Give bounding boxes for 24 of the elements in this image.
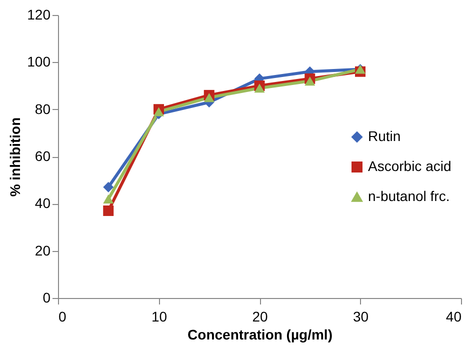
y-tick-label: 0 xyxy=(42,290,51,306)
point xyxy=(204,93,214,102)
point xyxy=(304,76,316,86)
legend-label: Ascorbic acid xyxy=(368,158,452,174)
x-tick-label: 10 xyxy=(151,308,168,324)
x-tick-label: 30 xyxy=(352,308,369,324)
y-tick-label: 20 xyxy=(34,242,51,258)
y-axis-title: % inhibition xyxy=(7,117,24,197)
point xyxy=(103,206,114,216)
x-tick-label: 40 xyxy=(446,308,462,324)
y-tick-label: 120 xyxy=(27,6,51,22)
y-tick-label: 40 xyxy=(34,195,51,212)
legend-label: Rutin xyxy=(368,128,401,144)
y-tick-label: 60 xyxy=(34,148,51,164)
point xyxy=(154,107,164,116)
point xyxy=(103,194,114,204)
x-axis-title: Concentration (µg/ml) xyxy=(188,326,332,342)
point xyxy=(254,84,265,93)
x-tick-label: 0 xyxy=(58,308,66,324)
y-tick-label: 100 xyxy=(27,54,51,70)
point xyxy=(103,182,114,192)
legend-label: n-butanol frc. xyxy=(368,188,450,204)
y-tick-label: 80 xyxy=(34,100,51,117)
x-tick-label: 20 xyxy=(252,308,268,324)
